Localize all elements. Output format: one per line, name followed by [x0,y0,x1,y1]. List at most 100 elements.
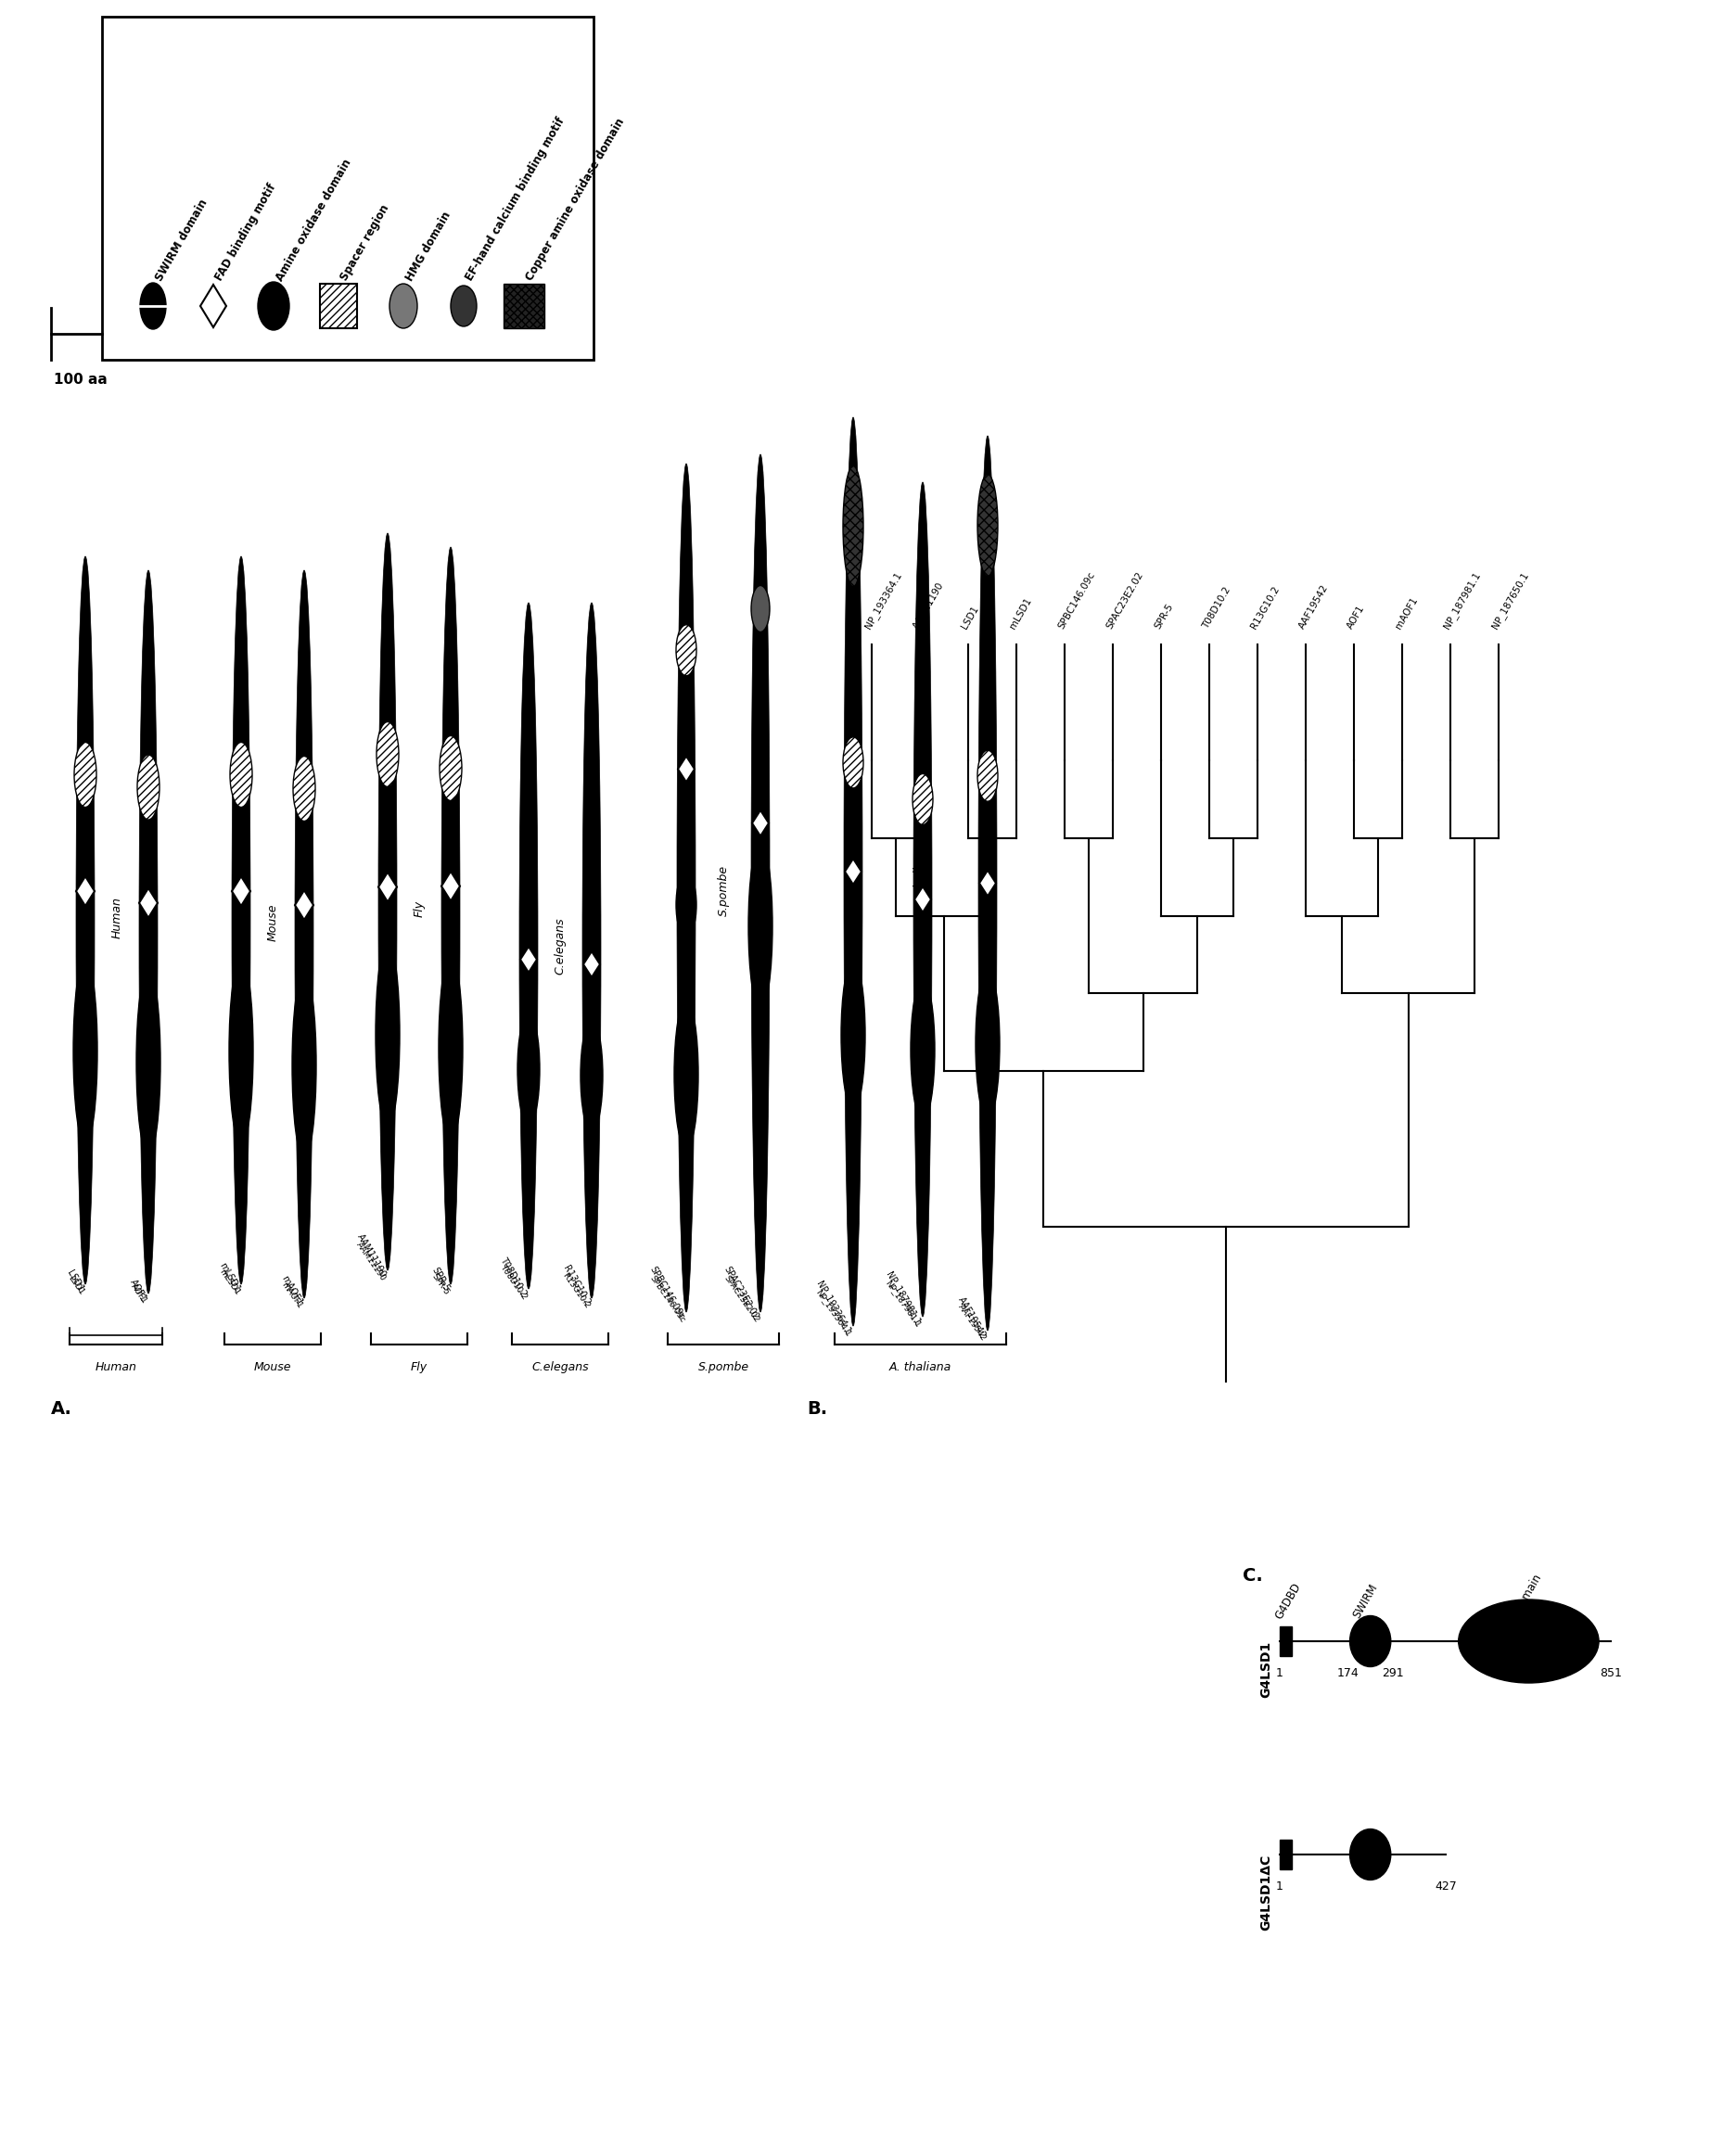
Ellipse shape [1351,1616,1391,1667]
Ellipse shape [677,463,696,1312]
Text: 1: 1 [1276,1667,1283,1680]
Text: SPAC23E2.02: SPAC23E2.02 [722,1275,760,1325]
Polygon shape [583,952,601,978]
Text: mAOF1: mAOF1 [279,1282,304,1310]
Ellipse shape [977,474,998,577]
Text: mLSD1: mLSD1 [1009,597,1033,631]
Polygon shape [915,887,930,913]
Text: AAF19542: AAF19542 [1299,584,1330,631]
Ellipse shape [977,750,998,801]
Text: Human: Human [95,1361,137,1374]
Ellipse shape [375,941,399,1127]
Text: G4LSD1ΔC: G4LSD1ΔC [1259,1855,1272,1930]
Bar [503,284,545,327]
Text: Fly: Fly [411,1361,427,1374]
Text: SPBC146.09c: SPBC146.09c [648,1273,686,1325]
Bar [102,17,594,360]
Ellipse shape [911,980,934,1120]
Text: SPBC146.09c: SPBC146.09c [648,1264,686,1320]
Text: R13G10.2: R13G10.2 [1250,584,1281,631]
Text: 100 aa: 100 aa [54,373,108,388]
Ellipse shape [842,961,865,1109]
Text: G4LSD1: G4LSD1 [1259,1641,1272,1697]
Ellipse shape [580,1021,602,1131]
Polygon shape [752,810,769,836]
Text: SPR-5: SPR-5 [429,1267,451,1295]
Ellipse shape [752,454,769,1312]
Text: NP_187981.1: NP_187981.1 [1441,571,1483,631]
Bar [1279,1626,1292,1656]
Text: SPBC146.09c: SPBC146.09c [1057,571,1097,631]
Polygon shape [295,890,314,920]
Bar [319,284,358,327]
Text: AAM11190: AAM11190 [354,1241,387,1282]
Ellipse shape [844,465,863,586]
Text: S.pombe: S.pombe [717,864,729,915]
Text: S.pombe: S.pombe [698,1361,748,1374]
Ellipse shape [141,282,167,330]
Text: SPAC23E2.02: SPAC23E2.02 [1104,571,1146,631]
Text: HMG domain: HMG domain [403,209,453,282]
Text: mAOF1: mAOF1 [1394,595,1420,631]
Polygon shape [677,756,694,782]
Text: B.: B. [807,1400,828,1417]
Ellipse shape [451,286,477,327]
Ellipse shape [913,482,932,1316]
Text: mAOF1: mAOF1 [279,1275,304,1307]
Ellipse shape [675,625,696,676]
Text: C.elegans: C.elegans [531,1361,589,1374]
Polygon shape [441,872,460,900]
Ellipse shape [1458,1600,1599,1682]
Ellipse shape [913,773,932,825]
Text: Mouse: Mouse [267,905,279,941]
Ellipse shape [229,959,253,1144]
Bar [1279,1840,1292,1870]
Text: LSD1: LSD1 [66,1273,85,1297]
Text: Spacer region: Spacer region [339,202,392,282]
Text: AAF19542: AAF19542 [957,1295,988,1340]
Text: SWIRM: SWIRM [1351,1581,1380,1620]
Polygon shape [845,859,861,885]
Text: FAD binding motif: FAD binding motif [214,181,279,282]
Polygon shape [521,946,536,971]
Ellipse shape [229,743,252,808]
Text: LSD1: LSD1 [66,1269,85,1295]
Ellipse shape [439,737,462,801]
Polygon shape [76,877,94,907]
Polygon shape [139,887,158,918]
Ellipse shape [519,603,538,1288]
Ellipse shape [73,959,97,1144]
Ellipse shape [139,571,158,1295]
Ellipse shape [76,556,94,1284]
Text: 427: 427 [1436,1880,1457,1893]
Polygon shape [378,872,398,903]
Text: A. thaliana: A. thaliana [913,844,925,907]
Text: AAF19542: AAF19542 [957,1303,988,1342]
Text: AOF1: AOF1 [1345,603,1366,631]
Ellipse shape [1351,1829,1391,1880]
Ellipse shape [75,743,97,808]
Text: T08D10.2: T08D10.2 [1201,586,1233,631]
Ellipse shape [137,969,160,1155]
Ellipse shape [674,999,698,1148]
Text: R13G10.2: R13G10.2 [561,1264,592,1307]
Text: R13G10.2: R13G10.2 [561,1271,592,1310]
Ellipse shape [137,754,160,821]
Ellipse shape [441,547,460,1284]
Ellipse shape [378,534,398,1271]
Text: Copper amine oxidase domain: Copper amine oxidase domain [524,116,627,282]
Text: NP_193364.1: NP_193364.1 [814,1279,852,1335]
Ellipse shape [752,586,769,631]
Text: NP_193364.1: NP_193364.1 [814,1288,852,1338]
Text: mLSD1: mLSD1 [217,1260,241,1295]
Polygon shape [233,877,250,907]
Text: T08D10.2: T08D10.2 [498,1256,528,1299]
Text: Fly: Fly [413,900,425,918]
Text: Human: Human [111,898,123,939]
Text: AOF1: AOF1 [128,1284,148,1305]
Ellipse shape [748,842,773,1010]
Ellipse shape [517,1015,540,1124]
Ellipse shape [582,603,601,1299]
Text: C.elegans: C.elegans [554,918,566,974]
Text: G4DBD: G4DBD [1272,1581,1304,1622]
